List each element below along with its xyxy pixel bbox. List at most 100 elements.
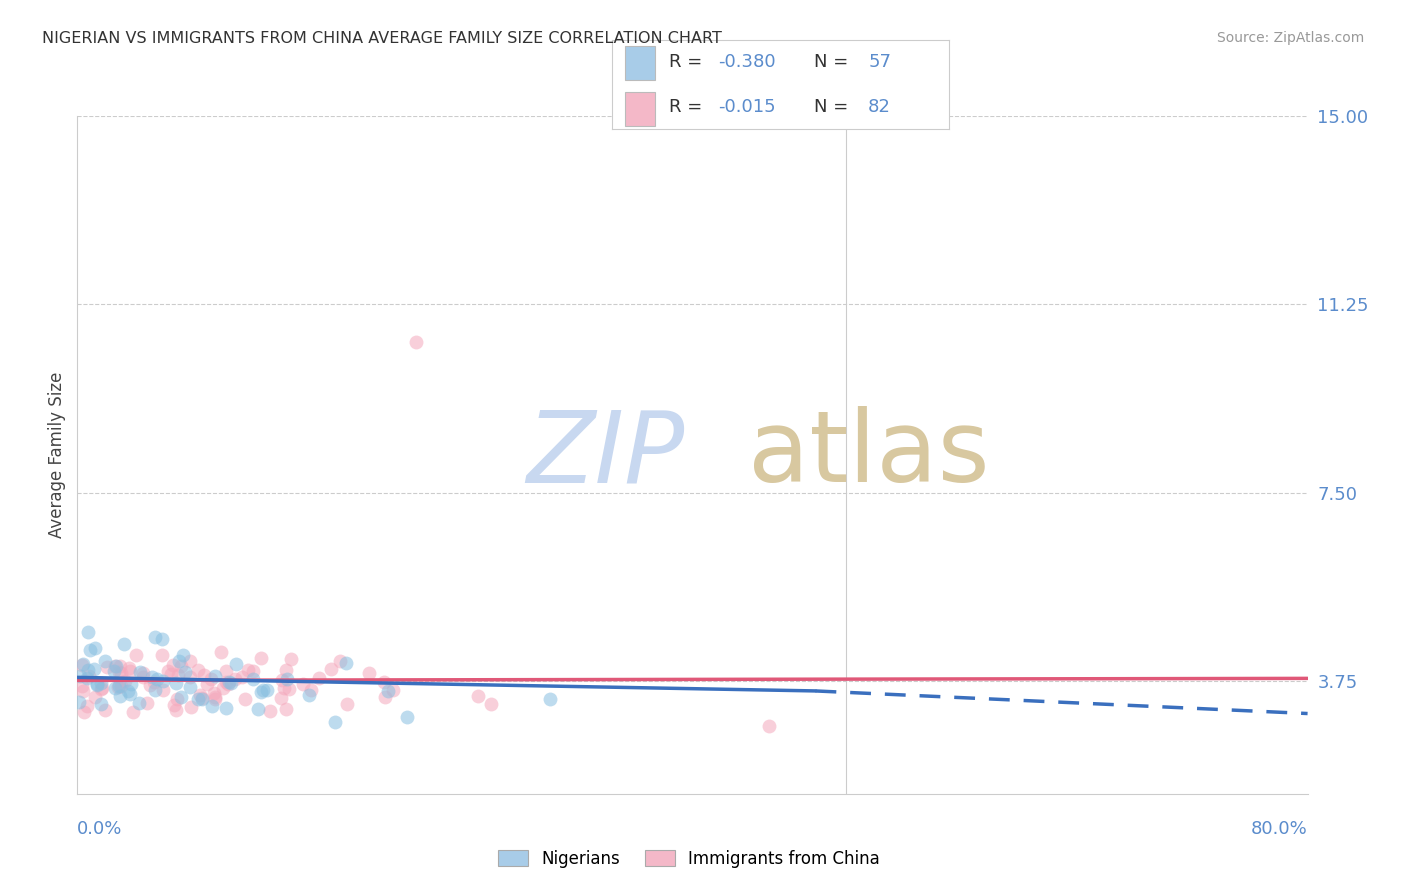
- Point: [231, 670, 253, 684]
- Text: R =: R =: [669, 53, 709, 70]
- Point: [172, 648, 194, 662]
- Point: [110, 679, 132, 693]
- Text: 80.0%: 80.0%: [1251, 820, 1308, 838]
- Point: [160, 667, 183, 681]
- Point: [143, 630, 166, 644]
- Point: [187, 663, 209, 677]
- Point: [69, 669, 91, 683]
- Point: [274, 663, 297, 677]
- Point: [117, 684, 139, 698]
- Point: [77, 663, 100, 677]
- Point: [125, 648, 148, 662]
- Point: [236, 663, 259, 677]
- Point: [195, 676, 218, 690]
- Point: [72, 679, 94, 693]
- Text: NIGERIAN VS IMMIGRANTS FROM CHINA AVERAGE FAMILY SIZE CORRELATION CHART: NIGERIAN VS IMMIGRANTS FROM CHINA AVERAG…: [42, 31, 723, 46]
- Point: [84, 640, 107, 655]
- Point: [90, 697, 112, 711]
- Point: [83, 662, 105, 676]
- Point: [79, 668, 101, 682]
- Point: [76, 625, 98, 640]
- Point: [215, 674, 238, 689]
- Text: atlas: atlas: [748, 407, 990, 503]
- Point: [274, 702, 297, 716]
- Y-axis label: Average Family Size: Average Family Size: [48, 372, 66, 538]
- Point: [301, 682, 323, 697]
- Point: [104, 681, 127, 696]
- Point: [218, 677, 240, 691]
- Point: [90, 681, 112, 695]
- Point: [405, 334, 427, 349]
- Point: [204, 692, 226, 706]
- Point: [170, 659, 193, 673]
- Point: [377, 683, 399, 698]
- Point: [141, 671, 163, 685]
- Point: [373, 675, 395, 690]
- Point: [110, 666, 132, 681]
- Point: [162, 698, 184, 713]
- Point: [132, 670, 155, 684]
- Text: -0.015: -0.015: [718, 98, 776, 116]
- Point: [86, 678, 108, 692]
- Point: [128, 696, 150, 710]
- Point: [270, 673, 292, 687]
- Point: [180, 700, 202, 714]
- Point: [143, 683, 166, 698]
- Point: [329, 654, 352, 668]
- Point: [165, 676, 187, 690]
- Point: [129, 665, 152, 680]
- Point: [120, 677, 142, 691]
- Point: [83, 690, 105, 704]
- Point: [118, 688, 141, 702]
- Point: [538, 692, 561, 706]
- Point: [188, 688, 211, 702]
- Point: [73, 705, 96, 719]
- Point: [190, 690, 212, 705]
- Point: [202, 686, 225, 700]
- Point: [179, 670, 201, 684]
- Point: [209, 645, 232, 659]
- Point: [90, 682, 112, 697]
- Text: -0.380: -0.380: [718, 53, 776, 70]
- Point: [104, 658, 127, 673]
- Point: [215, 664, 238, 678]
- Point: [219, 676, 242, 690]
- Point: [259, 704, 281, 718]
- Point: [215, 700, 238, 714]
- Point: [96, 660, 118, 674]
- Point: [323, 714, 346, 729]
- Point: [107, 681, 129, 695]
- Point: [212, 681, 235, 696]
- Text: 57: 57: [868, 53, 891, 70]
- Point: [120, 664, 142, 678]
- Point: [179, 654, 201, 668]
- Point: [112, 637, 135, 651]
- Point: [174, 665, 197, 679]
- Point: [103, 664, 125, 678]
- Point: [107, 679, 129, 693]
- Point: [235, 691, 257, 706]
- Point: [242, 664, 264, 678]
- Point: [298, 688, 321, 702]
- Text: 82: 82: [868, 98, 891, 116]
- Point: [224, 672, 246, 686]
- Point: [162, 658, 184, 673]
- Point: [249, 651, 271, 665]
- Text: N =: N =: [814, 53, 853, 70]
- Point: [107, 665, 129, 680]
- Text: ZIP: ZIP: [526, 407, 685, 503]
- Point: [132, 665, 155, 680]
- Point: [256, 683, 278, 698]
- Point: [336, 697, 359, 711]
- Point: [374, 690, 396, 704]
- FancyBboxPatch shape: [626, 92, 655, 126]
- Point: [250, 684, 273, 698]
- Point: [166, 691, 188, 706]
- Point: [72, 683, 94, 698]
- Point: [167, 668, 190, 682]
- Text: 0.0%: 0.0%: [77, 820, 122, 838]
- Point: [108, 690, 131, 704]
- Point: [246, 702, 269, 716]
- Point: [396, 709, 419, 723]
- Point: [150, 632, 173, 646]
